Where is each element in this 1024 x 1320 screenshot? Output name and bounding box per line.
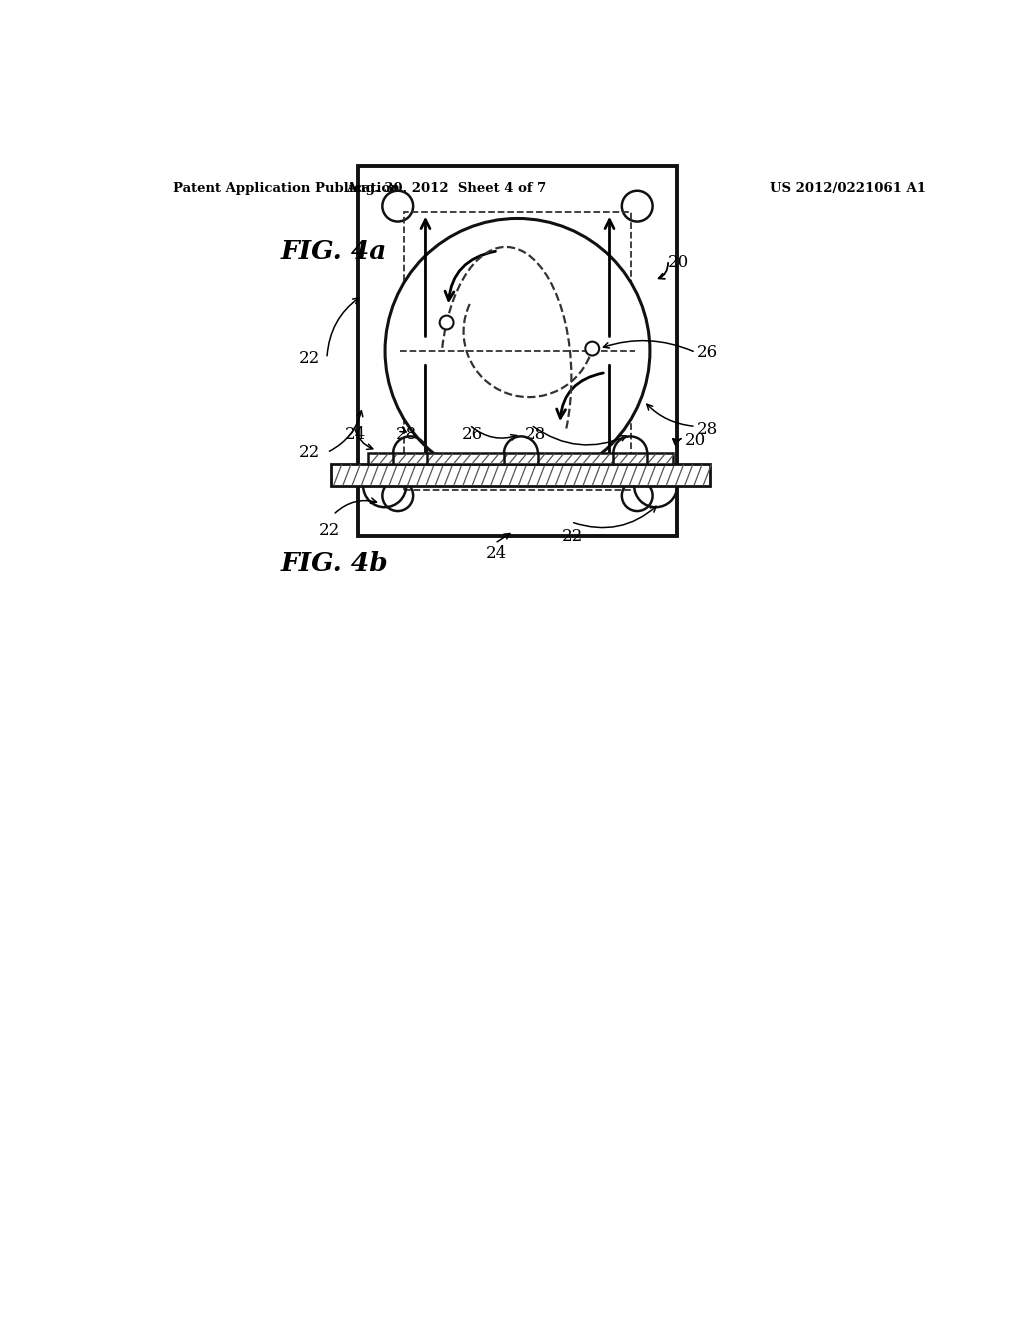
Circle shape <box>622 480 652 511</box>
Text: 20: 20 <box>685 432 707 449</box>
Text: Aug. 30, 2012  Sheet 4 of 7: Aug. 30, 2012 Sheet 4 of 7 <box>346 182 547 194</box>
Text: 26: 26 <box>462 426 482 444</box>
Bar <box>368 453 673 465</box>
Bar <box>331 465 710 486</box>
Text: 22: 22 <box>319 521 340 539</box>
Text: 28: 28 <box>524 426 546 444</box>
Text: US 2012/0221061 A1: US 2012/0221061 A1 <box>770 182 926 194</box>
Text: FIG. 4b: FIG. 4b <box>281 552 388 576</box>
Text: 22: 22 <box>298 350 319 367</box>
Circle shape <box>385 218 650 483</box>
Text: 22: 22 <box>562 528 583 545</box>
Bar <box>357 166 677 536</box>
Text: 24: 24 <box>345 426 366 444</box>
Circle shape <box>439 315 454 330</box>
Circle shape <box>382 480 413 511</box>
Text: 26: 26 <box>697 345 719 360</box>
Circle shape <box>382 190 413 222</box>
Circle shape <box>586 342 599 355</box>
Text: 24: 24 <box>486 545 508 562</box>
Text: 20: 20 <box>668 253 689 271</box>
Text: 28: 28 <box>697 421 719 438</box>
Text: 28: 28 <box>396 426 418 444</box>
Bar <box>403 213 631 490</box>
Text: FIG. 4a: FIG. 4a <box>281 239 387 264</box>
Circle shape <box>622 190 652 222</box>
Text: 22: 22 <box>298 444 319 461</box>
Text: Patent Application Publication: Patent Application Publication <box>173 182 399 194</box>
